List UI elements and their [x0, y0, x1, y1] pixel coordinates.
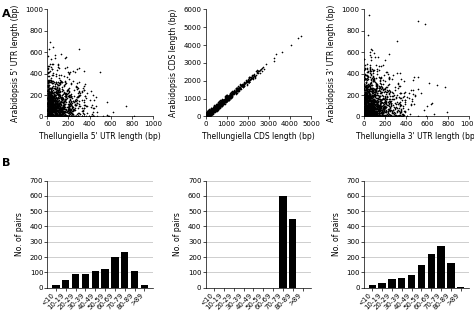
Bar [131, 271, 138, 288]
Bar [62, 280, 69, 288]
Bar [82, 274, 89, 288]
Bar [289, 219, 296, 288]
Y-axis label: No. of pairs: No. of pairs [173, 212, 182, 256]
Bar [438, 246, 445, 288]
Bar [457, 287, 465, 288]
Bar [398, 278, 405, 288]
Text: B: B [2, 158, 11, 168]
Y-axis label: Arabidopsis 5' UTR length (bp): Arabidopsis 5' UTR length (bp) [11, 4, 20, 122]
X-axis label: Thellungiella CDS length (bp): Thellungiella CDS length (bp) [202, 132, 315, 141]
X-axis label: Thellungiella 3' UTR length (bp): Thellungiella 3' UTR length (bp) [356, 132, 474, 141]
Bar [279, 196, 287, 288]
Bar [111, 257, 118, 288]
Bar [121, 252, 128, 288]
Bar [418, 264, 425, 288]
Y-axis label: Arabidopsis 3' UTR length (bp): Arabidopsis 3' UTR length (bp) [327, 4, 336, 122]
Bar [369, 285, 376, 288]
Y-axis label: No. of pairs: No. of pairs [332, 212, 341, 256]
Y-axis label: No. of pairs: No. of pairs [15, 212, 24, 256]
Bar [72, 274, 79, 288]
Text: A: A [2, 9, 11, 20]
Bar [408, 275, 415, 288]
Bar [378, 283, 386, 288]
Bar [101, 269, 109, 288]
Bar [447, 263, 455, 288]
Bar [141, 284, 148, 288]
Bar [388, 279, 396, 288]
Bar [52, 285, 60, 288]
Y-axis label: Arabidopsis CDS length (bp): Arabidopsis CDS length (bp) [169, 9, 178, 117]
Bar [91, 271, 99, 288]
Bar [428, 254, 435, 288]
X-axis label: Thellungiella 5' UTR length (bp): Thellungiella 5' UTR length (bp) [39, 132, 161, 141]
